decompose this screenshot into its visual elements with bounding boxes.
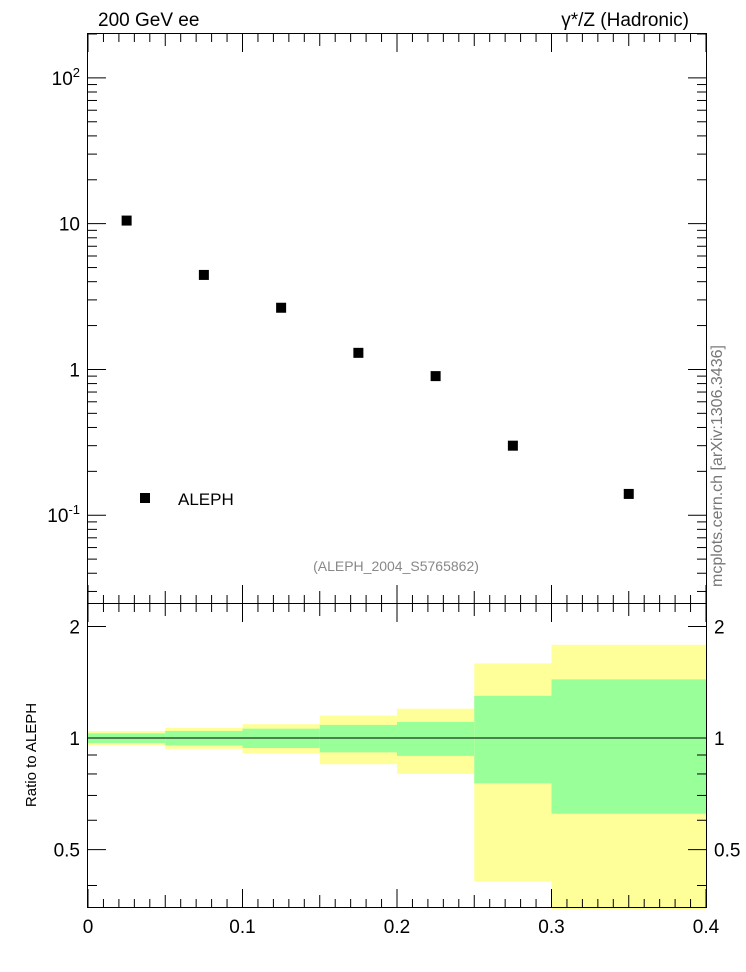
ratio-y-tick-label: 1 <box>714 729 725 750</box>
ratio-y-tick-label: 0.5 <box>54 841 80 862</box>
ratio-x-tick-label: 0.1 <box>229 917 255 938</box>
ratio-x-tick-label: 0.3 <box>538 917 564 938</box>
ratio-y-tick-label: 2 <box>714 617 725 638</box>
ratio-band-inner <box>397 721 475 756</box>
legend-marker <box>140 493 150 503</box>
header-right-label: γ*/Z (Hadronic) <box>561 10 689 31</box>
header-left-label: 200 GeV ee <box>98 10 199 31</box>
ratio-bands <box>88 644 706 910</box>
ratio-plot-ticks: 0.5 0.5 1 1 2 2 0 0.1 0.2 0.3 0.4 <box>54 604 740 938</box>
data-point <box>430 371 441 382</box>
data-point <box>353 347 364 358</box>
main-plot-frame <box>87 33 707 604</box>
ref-label: (ALEPH_2004_S5765862) <box>313 558 479 574</box>
data-point <box>121 215 132 226</box>
ratio-ylabel: Ratio to ALEPH <box>23 703 40 807</box>
main-y-tick-label: 102 <box>52 65 80 90</box>
ratio-band-inner <box>551 679 706 814</box>
ratio-x-tick-label: 0.2 <box>384 917 410 938</box>
ratio-band-inner <box>319 724 397 753</box>
main-plot: 10-1 1 10 102 (ALEPH_2004_S5765862) ALEPH <box>47 33 707 604</box>
ratio-y-tick-label: 0.5 <box>714 841 740 862</box>
ratio-y-tick-label: 2 <box>69 617 80 638</box>
main-plot-ticks: 10-1 1 10 102 <box>47 33 707 603</box>
data-point <box>198 269 209 280</box>
main-plot-points <box>121 215 634 499</box>
data-point <box>623 488 634 499</box>
main-y-tick-label: 10-1 <box>47 502 80 527</box>
ratio-band-inner <box>474 695 552 784</box>
main-y-tick-label: 10 <box>59 215 80 236</box>
ratio-y-tick-label: 1 <box>69 729 80 750</box>
main-y-tick-label: 1 <box>69 360 80 381</box>
data-point <box>276 302 287 313</box>
ratio-x-tick-label: 0 <box>83 917 94 938</box>
ratio-plot: 0.5 0.5 1 1 2 2 0 0.1 0.2 0.3 0.4 Ratio to ALEPH <box>23 603 740 938</box>
ratio-x-tick-label: 0.4 <box>693 917 720 938</box>
side-label: mcplots.cern.ch [arXiv:1306.3436] <box>709 345 726 587</box>
legend-label: ALEPH <box>178 490 234 509</box>
data-point <box>507 440 518 451</box>
ratio-plot-frame <box>87 603 707 908</box>
